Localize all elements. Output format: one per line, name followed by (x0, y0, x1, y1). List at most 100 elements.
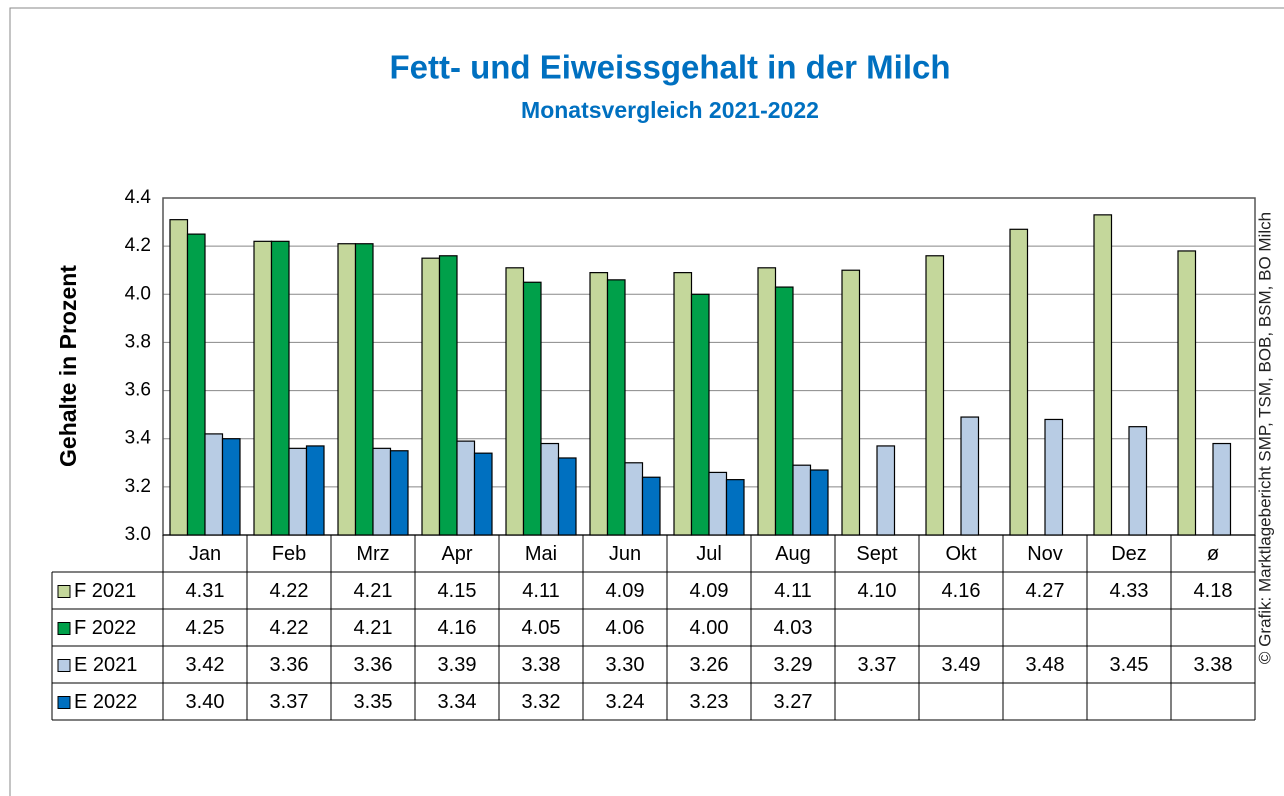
bar (337, 243, 357, 536)
bar (925, 255, 945, 536)
bar (186, 233, 206, 536)
table-value: 3.29 (774, 654, 813, 676)
table-value: 3.26 (690, 654, 729, 676)
bar (288, 447, 308, 536)
x-tick-label: Nov (1027, 543, 1063, 565)
x-tick-label: Mrz (356, 543, 389, 565)
bar (270, 240, 290, 536)
table-value: 4.27 (1026, 580, 1065, 602)
table-value: 3.24 (606, 691, 645, 713)
table-value: 4.21 (354, 580, 393, 602)
bar (522, 281, 542, 536)
table-value: 3.30 (606, 654, 645, 676)
x-tick-label: Jun (609, 543, 641, 565)
table-value: 4.10 (858, 580, 897, 602)
legend-label: E 2022 (74, 691, 137, 713)
x-tick-label: Sept (856, 543, 898, 565)
x-tick-label: Feb (272, 543, 306, 565)
table-value: 3.37 (270, 691, 309, 713)
table-value: 4.31 (186, 580, 225, 602)
table-value: 3.49 (942, 654, 981, 676)
x-tick-label: ø (1207, 543, 1219, 565)
table-value: 4.16 (438, 617, 477, 639)
legend-label: F 2021 (74, 580, 136, 602)
bar (421, 257, 441, 536)
bar (557, 457, 577, 536)
table-value: 4.18 (1194, 580, 1233, 602)
bar (960, 416, 980, 536)
bar (389, 450, 409, 536)
table-value: 3.39 (438, 654, 477, 676)
bar (1009, 228, 1029, 536)
table-value: 4.16 (942, 580, 981, 602)
bar (372, 447, 392, 536)
legend-swatch (57, 696, 71, 709)
x-tick-label: Apr (441, 543, 472, 565)
bar (641, 476, 661, 536)
table-value: 4.05 (522, 617, 561, 639)
table-value: 3.23 (690, 691, 729, 713)
table-value: 4.09 (690, 580, 729, 602)
bar (1044, 418, 1064, 536)
legend-label: F 2022 (74, 617, 136, 639)
bar (725, 479, 745, 536)
bar (606, 279, 626, 536)
table-value: 4.22 (270, 617, 309, 639)
table-value: 4.15 (438, 580, 477, 602)
bar (1212, 442, 1232, 536)
x-tick-label: Okt (945, 543, 977, 565)
table-value: 4.03 (774, 617, 813, 639)
table-value: 3.35 (354, 691, 393, 713)
table-value: 4.25 (186, 617, 225, 639)
bar (809, 469, 829, 536)
table-value: 3.27 (774, 691, 813, 713)
x-tick-label: Mai (525, 543, 557, 565)
legend-swatch (57, 585, 71, 598)
legend-swatch (57, 659, 71, 672)
table-value: 3.36 (354, 654, 393, 676)
table-value: 3.38 (522, 654, 561, 676)
table-value: 4.21 (354, 617, 393, 639)
bar (305, 445, 325, 536)
bar (1093, 214, 1113, 536)
bar (1177, 250, 1197, 536)
y-tick-label: 3.2 (125, 476, 151, 497)
chart-title: Fett- und Eiweissgehalt in der Milch (389, 49, 950, 86)
bar (673, 272, 693, 536)
x-tick-label: Aug (775, 543, 811, 565)
x-tick-label: Jan (189, 543, 221, 565)
table-value: 3.40 (186, 691, 225, 713)
source-note: © Grafik: Marktlagebericht SMP, TSM, BOB… (1255, 212, 1274, 664)
table-value: 3.45 (1110, 654, 1149, 676)
table-value: 4.09 (606, 580, 645, 602)
bar (1128, 426, 1148, 536)
x-tick-label: Dez (1111, 543, 1147, 565)
bar (354, 243, 374, 536)
table-value: 3.48 (1026, 654, 1065, 676)
y-tick-label: 3.8 (125, 331, 151, 352)
table-value: 4.22 (270, 580, 309, 602)
bar (792, 464, 812, 536)
bar (757, 267, 777, 536)
table-value: 4.11 (774, 580, 811, 602)
bar (438, 255, 458, 536)
y-tick-label: 4.2 (125, 235, 151, 256)
table-value: 3.38 (1194, 654, 1233, 676)
table-value: 3.32 (522, 691, 561, 713)
table-value: 3.42 (186, 654, 225, 676)
legend-swatch (57, 622, 71, 635)
y-axis-label: Gehalte in Prozent (55, 265, 81, 467)
table-value: 4.00 (690, 617, 729, 639)
table-value: 4.11 (522, 580, 559, 602)
y-tick-label: 4.4 (125, 187, 152, 208)
x-tick-label: Jul (696, 543, 722, 565)
legend-label: E 2021 (74, 654, 137, 676)
bar (253, 240, 273, 536)
bar (204, 433, 224, 536)
table-value: 4.33 (1110, 580, 1149, 602)
bar (708, 471, 728, 536)
bar (473, 452, 493, 536)
bar (624, 462, 644, 536)
